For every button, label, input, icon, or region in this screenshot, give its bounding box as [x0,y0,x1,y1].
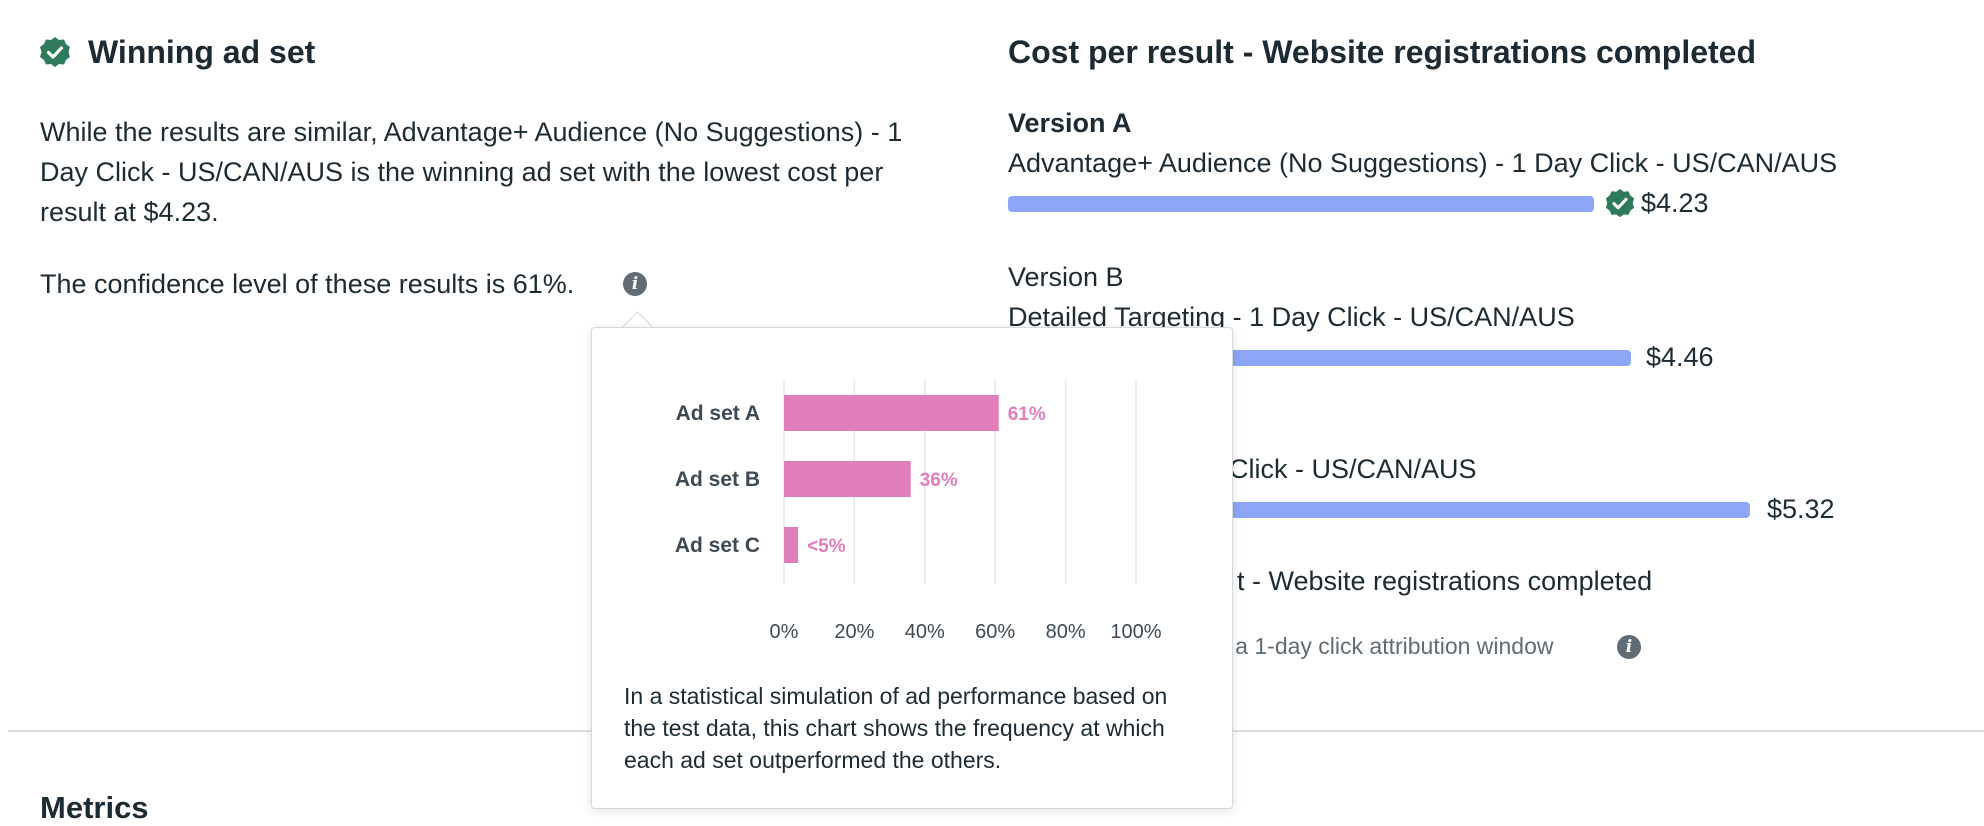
version-c-name-fragment: y Click - US/CAN/AUS [1208,454,1477,484]
chart-x-tick-label: 0% [770,621,799,643]
winning-badge-icon [38,36,72,75]
chart-category-label: Ad set A [676,402,760,425]
confidence-chart: 0% 20% 40% 60% 80% 100% Ad set A 61% Ad set B 36%… [675,380,1162,643]
chart-bar [784,527,799,563]
footer-metric-fragment: t - Website registrations completed [1237,566,1653,596]
popover-caption: In a statistical simulation of ad perfor… [624,683,1168,773]
winning-title: Winning ad set [88,34,316,70]
chart-x-tick-label: 80% [1046,621,1086,643]
version-a-name: Advantage+ Audience (No Suggestions) - 1… [1008,148,1838,178]
version-b-label: Version B [1008,262,1124,292]
confidence-line: The confidence level of these results is… [40,264,574,304]
version-a-value: $4.23 [1641,188,1709,218]
confidence-popover: 0% 20% 40% 60% 80% 100% Ad set A 61% Ad set B 36%… [591,327,1233,809]
attribution-info-icon[interactable]: i [1617,635,1641,659]
version-c-value: $5.32 [1767,494,1835,524]
chart-category-label: Ad set B [675,468,760,491]
confidence-info-icon[interactable]: i [623,272,647,296]
winning-description: While the results are similar, Advantage… [40,117,903,227]
chart-bar [784,461,911,497]
attribution-fragment: n a 1-day click attribution window [1216,633,1554,659]
cost-per-result-title: Cost per result - Website registrations … [1008,34,1757,70]
version-b-value: $4.46 [1646,342,1714,372]
version-a-winner-icon [1604,188,1636,225]
chart-x-tick-label: 20% [834,621,874,643]
chart-x-tick-label: 60% [975,621,1015,643]
chart-category-label: Ad set C [675,534,760,557]
chart-data-label: <5% [807,536,846,557]
chart-x-tick-label: 100% [1110,621,1161,643]
confidence-text: The confidence level of these results is… [40,269,575,299]
metrics-title: Metrics [40,790,149,825]
version-a-label: Version A [1008,108,1132,138]
chart-x-tick-label: 40% [905,621,945,643]
chart-bar [784,395,999,431]
chart-data-label: 61% [1008,404,1046,425]
chart-data-label: 36% [920,470,958,491]
version-a-bar [1008,196,1594,212]
